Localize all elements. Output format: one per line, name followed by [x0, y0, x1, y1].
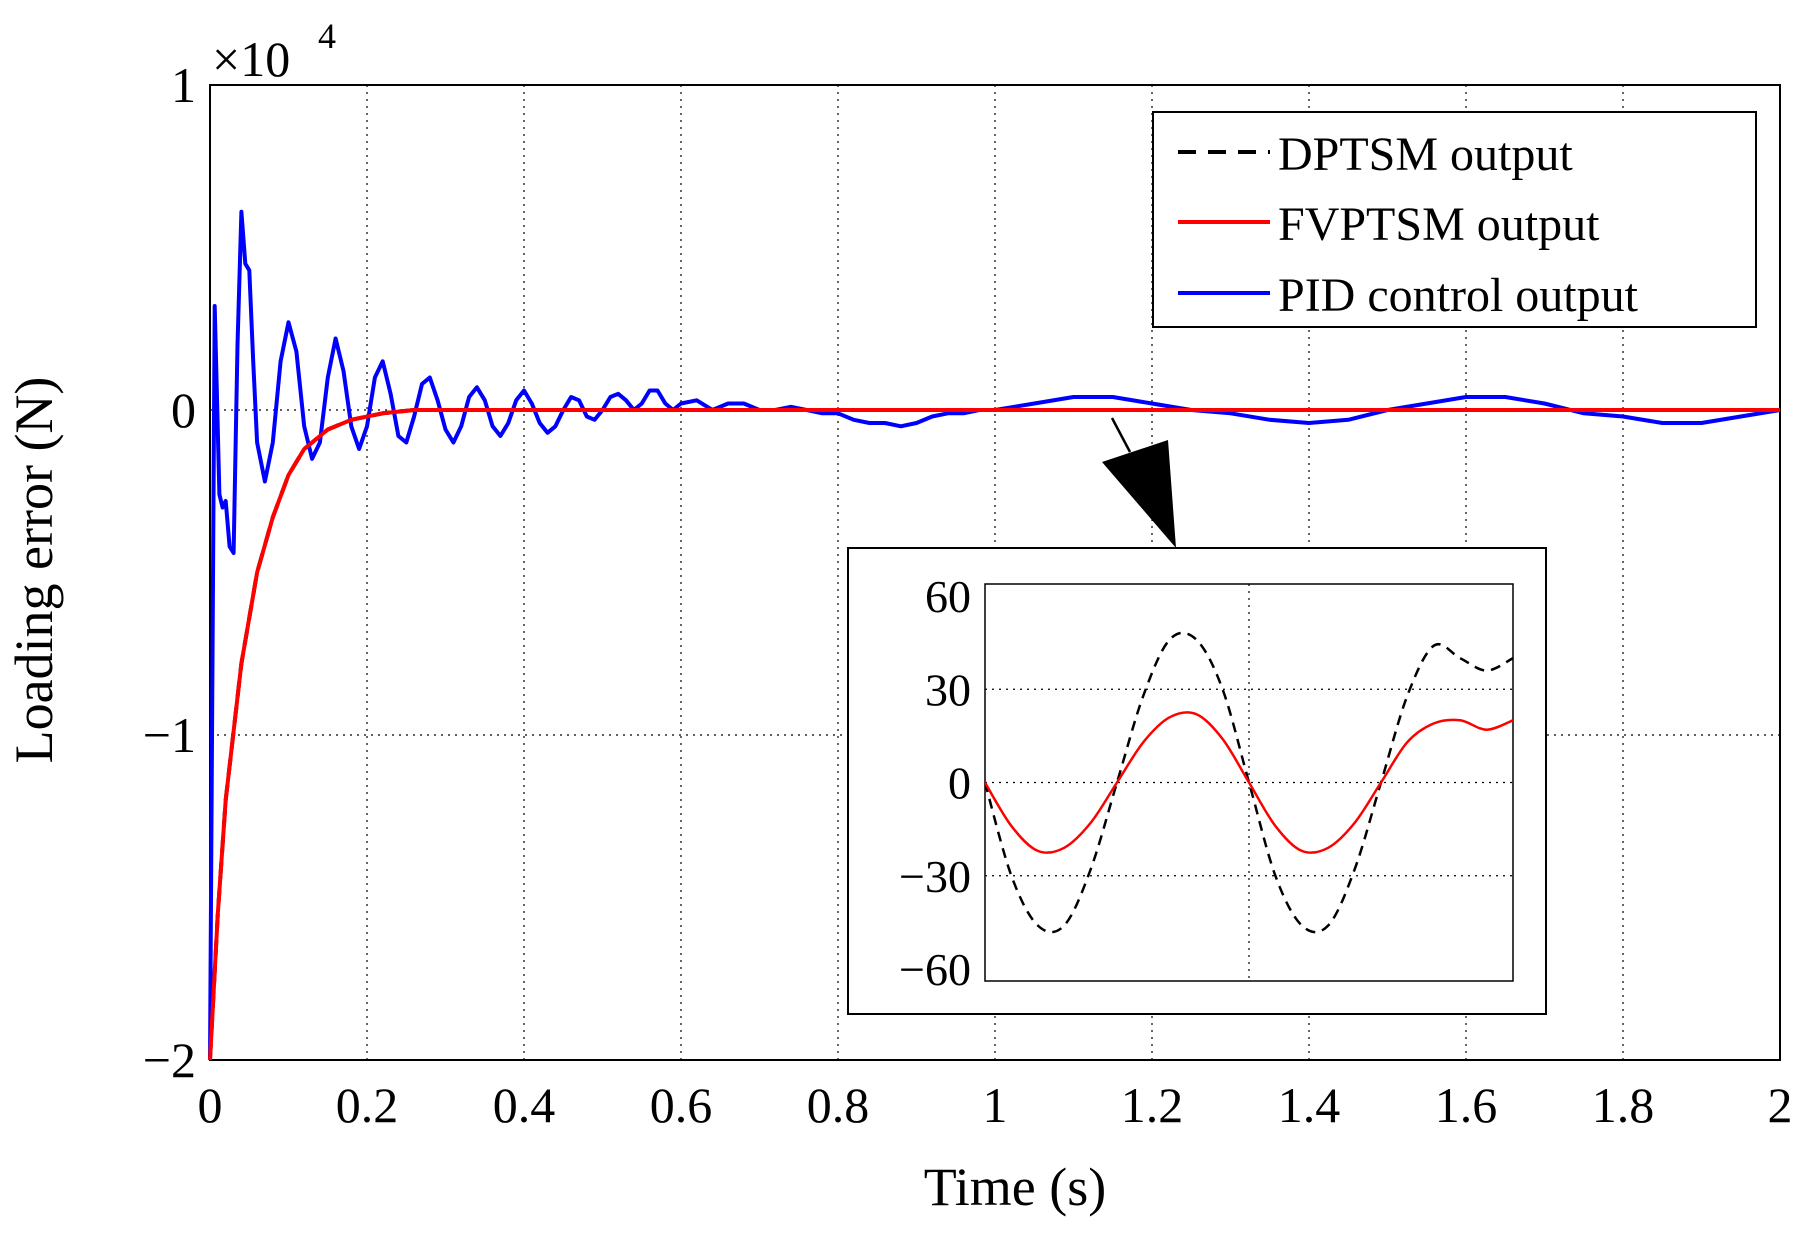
y-exponent-power: 4 [318, 16, 336, 56]
inset-plot: 60 30 0 −30 −60 [847, 547, 1547, 1015]
inset-y-tick-label: 60 [925, 571, 971, 622]
inset-series-group [983, 631, 1514, 934]
y-axis-label: Loading error (N) [4, 377, 64, 764]
zoom-arrow [1102, 417, 1176, 548]
main-plot-frame [209, 84, 1781, 1061]
inset-y-tick-label: 0 [948, 758, 971, 809]
x-axis-label: Time (s) [924, 1157, 1107, 1217]
main-x-tick-label: 0 [198, 1077, 223, 1133]
main-x-tick-label: 1.6 [1435, 1077, 1498, 1133]
inset-grid [985, 584, 1513, 981]
main-x-tick-label: 1.4 [1278, 1077, 1341, 1133]
main-series-group [208, 209, 1781, 1061]
main-x-tick-label: 1.8 [1592, 1077, 1655, 1133]
legend: DPTSM output FVPTSM output PID control o… [1152, 111, 1757, 328]
main-y-tick-label: −1 [143, 707, 196, 763]
main-series-line-fvptsm-output [208, 408, 1780, 1061]
inset-y-tick-label: 30 [925, 664, 971, 715]
main-series-line-pid-control-output [208, 209, 1781, 1061]
legend-label-fvptsm: FVPTSM output [1278, 198, 1600, 251]
main-x-tick-label: 1.2 [1121, 1077, 1184, 1133]
inset-y-tick-label: −30 [899, 851, 971, 902]
inset-series-line-red [983, 711, 1514, 854]
legend-label-dptsm: DPTSM output [1278, 128, 1573, 181]
main-x-tick-labels: 0 0.2 0.4 0.6 0.8 1 1.2 1.4 1.6 1.8 2 [198, 1077, 1793, 1133]
inset-y-tick-labels: 60 30 0 −30 −60 [899, 571, 971, 995]
y-exponent-label: ×10 [212, 31, 290, 87]
legend-label-pid: PID control output [1278, 269, 1639, 322]
main-x-tick-label: 0.6 [650, 1077, 713, 1133]
main-y-tick-label: 1 [171, 57, 196, 113]
zoom-arrow-shaft [1110, 417, 1132, 453]
inset-y-tick-label: −60 [899, 944, 971, 995]
main-x-tick-label: 0.4 [493, 1077, 556, 1133]
main-x-tick-label: 0.2 [336, 1077, 399, 1133]
main-x-tick-label: 1 [983, 1077, 1008, 1133]
main-x-tick-label: 2 [1768, 1077, 1793, 1133]
zoom-arrow-head [1102, 440, 1176, 548]
inset-series-line-dashed [983, 631, 1514, 934]
main-x-tick-label: 0.8 [807, 1077, 870, 1133]
inset-outer-frame [847, 547, 1547, 1015]
main-y-tick-label: −2 [143, 1032, 196, 1088]
main-y-tick-label: 0 [171, 382, 196, 438]
main-y-tick-labels: 1 0 −1 −2 [143, 57, 196, 1088]
